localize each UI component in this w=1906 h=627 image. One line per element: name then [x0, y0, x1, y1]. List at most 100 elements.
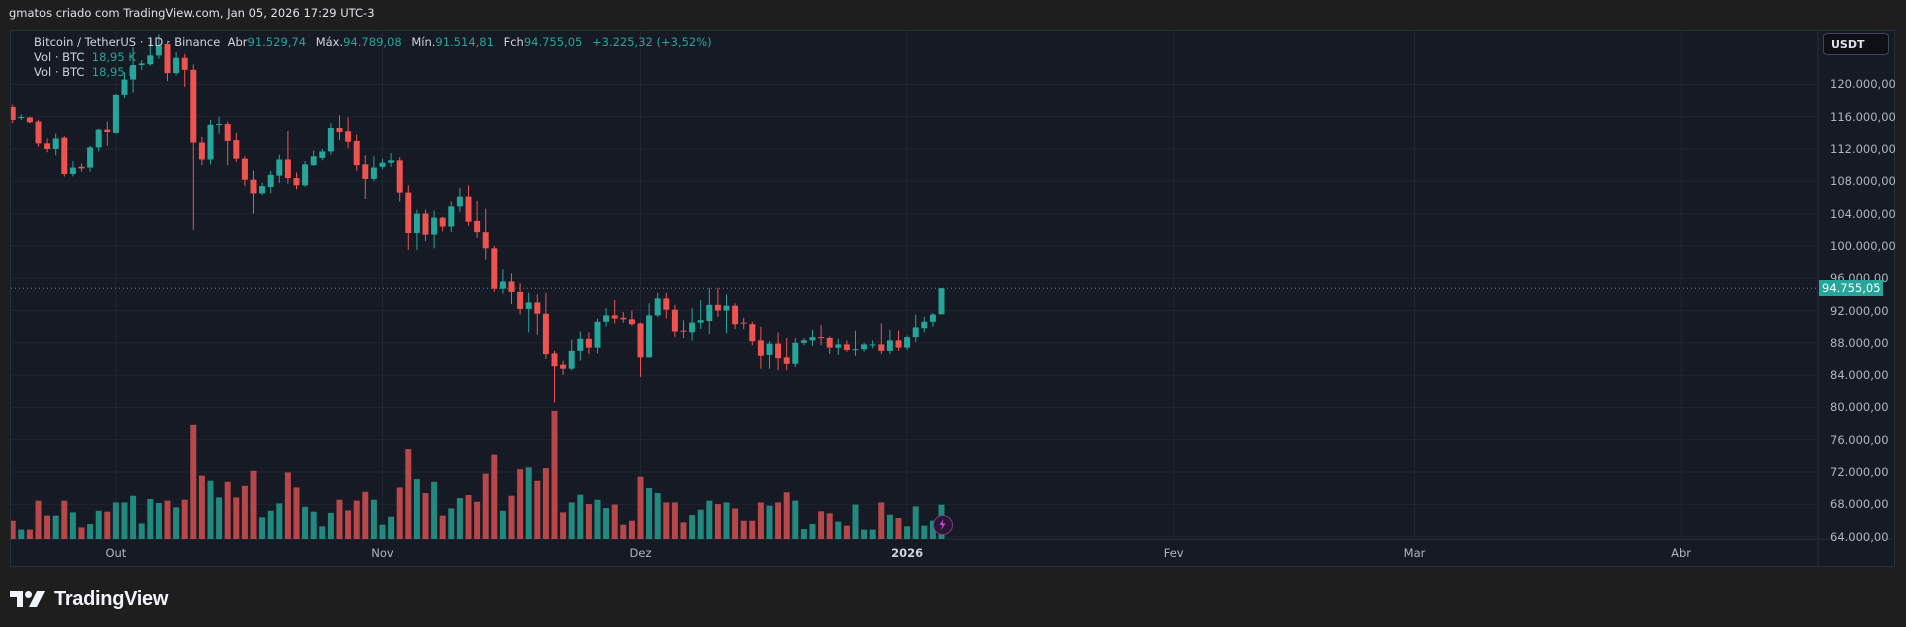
- candle-body[interactable]: [835, 344, 842, 348]
- candle-body[interactable]: [912, 327, 919, 338]
- candle-body[interactable]: [585, 338, 592, 348]
- candle-body[interactable]: [482, 232, 489, 249]
- candle-body[interactable]: [198, 142, 205, 160]
- candle-body[interactable]: [474, 220, 481, 233]
- candle-body[interactable]: [224, 123, 231, 141]
- candle-body[interactable]: [749, 324, 756, 342]
- candle-body[interactable]: [800, 340, 807, 343]
- candle-body[interactable]: [293, 178, 300, 186]
- candle-body[interactable]: [396, 160, 403, 193]
- candle-body[interactable]: [723, 305, 730, 311]
- candle-body[interactable]: [706, 304, 713, 321]
- candle-body[interactable]: [327, 128, 334, 152]
- currency-button[interactable]: USDT: [1823, 33, 1889, 55]
- candle-body[interactable]: [104, 129, 111, 133]
- candle-body[interactable]: [87, 147, 94, 168]
- candle-body[interactable]: [181, 57, 188, 70]
- candle-body[interactable]: [69, 167, 76, 175]
- candle-body[interactable]: [44, 143, 51, 149]
- candle-body[interactable]: [448, 206, 455, 227]
- candle-body[interactable]: [689, 322, 696, 333]
- candle-body[interactable]: [826, 337, 833, 348]
- candle-body[interactable]: [431, 217, 438, 235]
- candle-body[interactable]: [353, 140, 360, 166]
- candle-body[interactable]: [560, 364, 567, 369]
- candle-body[interactable]: [422, 213, 429, 235]
- candle-body[interactable]: [611, 315, 618, 319]
- candle-body[interactable]: [259, 186, 266, 194]
- candle-body[interactable]: [362, 164, 369, 179]
- candle-body[interactable]: [267, 174, 274, 187]
- candle-body[interactable]: [852, 349, 859, 351]
- candle-body[interactable]: [921, 321, 928, 329]
- candle-body[interactable]: [663, 298, 670, 310]
- volume-legend-row[interactable]: Vol · BTC 18,95 K: [34, 65, 718, 80]
- candle-body[interactable]: [284, 159, 291, 179]
- candle-body[interactable]: [929, 314, 936, 322]
- candle-body[interactable]: [714, 304, 721, 311]
- candle-body[interactable]: [439, 217, 446, 227]
- candle-body[interactable]: [164, 44, 171, 74]
- volume-legend-row[interactable]: Vol · BTC 18,95 K: [34, 50, 718, 65]
- candle-body[interactable]: [319, 151, 326, 158]
- candle-body[interactable]: [413, 213, 420, 233]
- candle-body[interactable]: [508, 281, 515, 292]
- candle-body[interactable]: [620, 317, 627, 320]
- tradingview-logo[interactable]: TradingView: [10, 588, 168, 610]
- candle-body[interactable]: [499, 281, 506, 289]
- candle-body[interactable]: [241, 158, 248, 180]
- candle-body[interactable]: [697, 320, 704, 323]
- candle-body[interactable]: [26, 117, 33, 123]
- candle-body[interactable]: [78, 166, 85, 169]
- candle-body[interactable]: [345, 131, 352, 142]
- candle-body[interactable]: [671, 309, 678, 332]
- candle-body[interactable]: [250, 179, 257, 194]
- candle-body[interactable]: [112, 94, 119, 133]
- candle-body[interactable]: [388, 160, 395, 163]
- candle-body[interactable]: [895, 340, 902, 348]
- candle-body[interactable]: [18, 117, 25, 119]
- candle-body[interactable]: [370, 167, 377, 179]
- candle-body[interactable]: [757, 340, 764, 356]
- candle-body[interactable]: [568, 350, 575, 369]
- candle-body[interactable]: [310, 156, 317, 166]
- candle-body[interactable]: [525, 302, 532, 309]
- candle-body[interactable]: [792, 342, 799, 364]
- candle-body[interactable]: [809, 337, 816, 341]
- candle-body[interactable]: [646, 315, 653, 358]
- candle-body[interactable]: [405, 192, 412, 233]
- candle-body[interactable]: [878, 344, 885, 351]
- candle-body[interactable]: [594, 321, 601, 348]
- symbol-title[interactable]: Bitcoin / TetherUS · 1D · Binance: [34, 35, 221, 49]
- candle-body[interactable]: [121, 79, 128, 95]
- candle-body[interactable]: [766, 343, 773, 355]
- candle-body[interactable]: [637, 323, 644, 358]
- candle-body[interactable]: [818, 337, 825, 339]
- candle-body[interactable]: [938, 288, 945, 315]
- candle-body[interactable]: [190, 69, 197, 143]
- candle-body[interactable]: [207, 124, 214, 160]
- candle-body[interactable]: [61, 137, 68, 175]
- candle-body[interactable]: [276, 159, 283, 176]
- candle-body[interactable]: [302, 164, 309, 186]
- candle-body[interactable]: [732, 305, 739, 325]
- candle-body[interactable]: [336, 128, 343, 133]
- candle-body[interactable]: [52, 138, 59, 149]
- candle-body[interactable]: [603, 315, 610, 322]
- candle-body[interactable]: [95, 129, 102, 148]
- candle-body[interactable]: [577, 338, 584, 351]
- candle-body[interactable]: [551, 353, 558, 367]
- candle-body[interactable]: [654, 298, 661, 316]
- candle-body[interactable]: [456, 196, 463, 207]
- candle-body[interactable]: [216, 123, 223, 125]
- candle-body[interactable]: [147, 55, 154, 65]
- candle-body[interactable]: [869, 344, 876, 346]
- candle-body[interactable]: [517, 291, 524, 309]
- candle-body[interactable]: [843, 344, 850, 351]
- candle-body[interactable]: [740, 322, 747, 324]
- candle-body[interactable]: [155, 45, 162, 56]
- candle-body[interactable]: [861, 344, 868, 350]
- candle-body[interactable]: [680, 330, 687, 332]
- candle-body[interactable]: [138, 63, 145, 66]
- candle-body[interactable]: [886, 340, 893, 351]
